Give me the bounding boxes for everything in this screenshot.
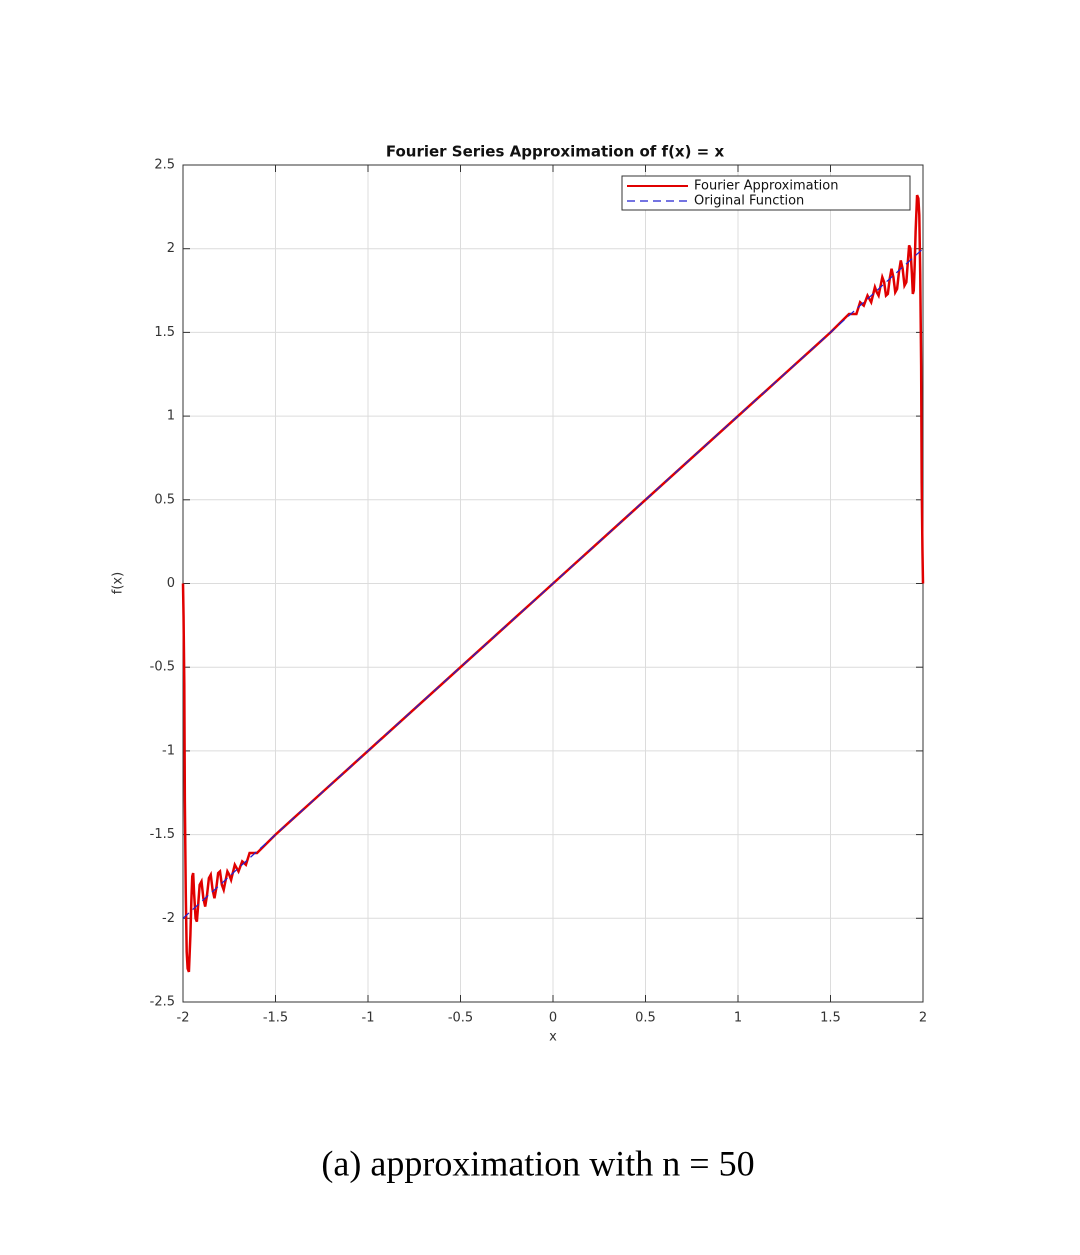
- y-tick-label: -2: [162, 911, 175, 926]
- y-tick-label: -0.5: [150, 660, 175, 675]
- x-tick-label: 2: [919, 1011, 927, 1026]
- y-tick-label: -2.5: [150, 995, 175, 1010]
- x-tick-label: -0.5: [448, 1011, 473, 1026]
- y-axis-label: f(x): [111, 572, 126, 594]
- x-tick-label: -1: [362, 1011, 375, 1026]
- chart-title: Fourier Series Approximation of f(x) = x: [386, 143, 725, 161]
- y-tick-label: -1: [162, 743, 175, 758]
- x-tick-label: 0.5: [635, 1011, 656, 1026]
- x-axis-label: x: [549, 1030, 557, 1045]
- y-tick-label: 1.5: [154, 325, 175, 340]
- x-tick-label: -2: [177, 1011, 190, 1026]
- x-tick-label: 1.5: [820, 1011, 841, 1026]
- legend-label: Fourier Approximation: [694, 179, 839, 194]
- y-tick-label: 0: [167, 576, 175, 591]
- y-tick-label: 2: [167, 241, 175, 256]
- y-tick-label: -1.5: [150, 827, 175, 842]
- y-tick-label: 0.5: [154, 492, 175, 507]
- caption: (a) approximation with n = 50: [321, 1143, 754, 1183]
- y-tick-label: 1: [167, 409, 175, 424]
- data-line: [182, 248, 924, 919]
- x-tick-label: 0: [549, 1011, 557, 1026]
- y-tick-label: 2.5: [154, 158, 175, 173]
- legend-box: [621, 175, 911, 211]
- legend-label: Original Function: [694, 194, 804, 209]
- x-tick-label: -1.5: [263, 1011, 288, 1026]
- x-tick-label: 1: [734, 1011, 742, 1026]
